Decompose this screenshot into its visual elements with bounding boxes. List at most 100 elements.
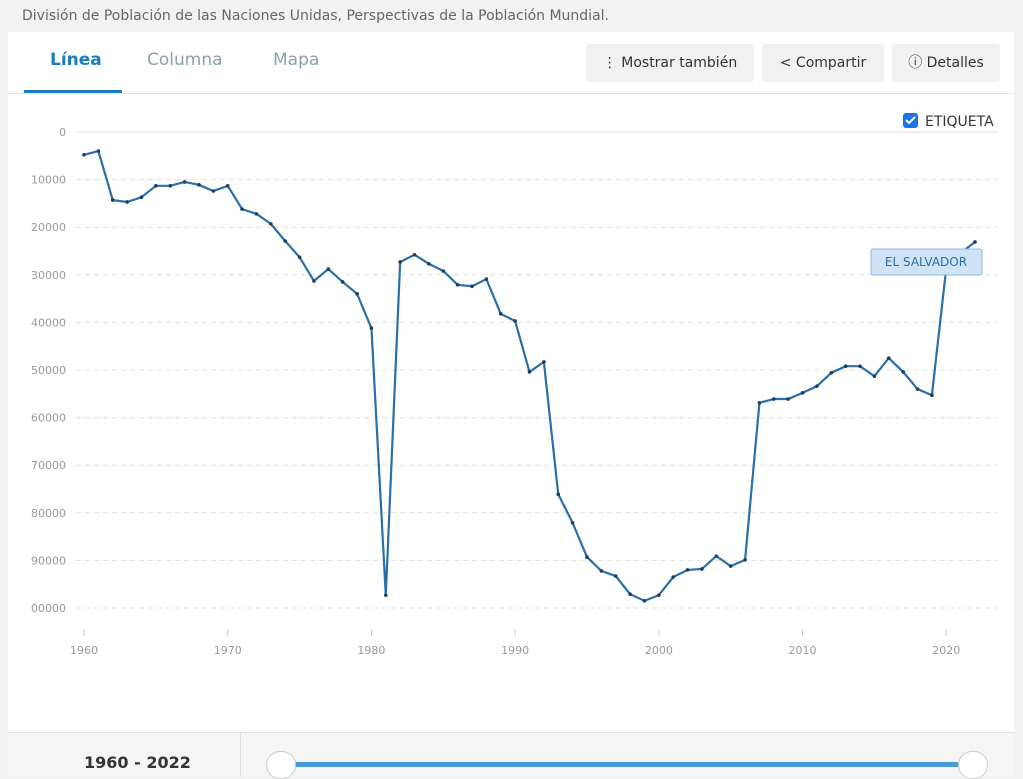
- data-point: [326, 267, 331, 271]
- button[interactable]: < Compartir: [762, 44, 884, 82]
- data-point: [685, 568, 690, 572]
- data-point: [973, 240, 977, 244]
- data-point: [585, 555, 589, 559]
- data-point: [297, 255, 302, 259]
- data-point: [470, 284, 474, 289]
- separator: [8, 93, 1014, 94]
- series-label: EL SALVADOR: [885, 255, 967, 269]
- data-point: [427, 262, 431, 266]
- data-point: [513, 319, 517, 323]
- data-point: [168, 183, 173, 188]
- x-tick-label: 1960: [70, 644, 98, 657]
- data-point: [412, 253, 417, 257]
- data-point: [886, 356, 891, 360]
- x-tick-label: 2000: [645, 644, 673, 657]
- data-point: [355, 292, 359, 296]
- data-point: [901, 370, 905, 374]
- data-point: [254, 212, 259, 216]
- data-point: [283, 239, 287, 243]
- data-point: [455, 282, 460, 287]
- data-point: [312, 279, 316, 283]
- y-tick-label: 10000: [31, 174, 66, 187]
- data-point: [556, 492, 561, 497]
- data-point: [642, 599, 647, 603]
- x-tick-label: 1970: [214, 644, 242, 657]
- data-point: [700, 567, 704, 571]
- y-tick-label: 50000: [31, 364, 66, 377]
- data-point: [743, 558, 747, 562]
- y-tick-label: 40000: [31, 316, 66, 329]
- data-point: [772, 397, 776, 401]
- y-tick-label: 20000: [31, 221, 66, 234]
- y-tick-label: 70000: [31, 459, 66, 472]
- data-point: [915, 387, 920, 391]
- range-bar: 1960 - 2022: [8, 732, 1014, 779]
- data-point: [613, 574, 618, 578]
- card: Línea Columna Mapa ⋮ Mostrar también < C…: [8, 32, 1014, 776]
- data-point: [269, 222, 273, 226]
- data-point: [369, 326, 374, 330]
- data-point: [211, 189, 216, 193]
- data-point: [657, 593, 661, 597]
- button-label: Detalles: [926, 55, 984, 71]
- data-point: [225, 183, 230, 188]
- data-point: [82, 153, 86, 157]
- tab[interactable]: Columna: [147, 50, 223, 70]
- tab[interactable]: Línea: [50, 50, 102, 70]
- checkmark: [905, 116, 916, 125]
- data-point: [829, 371, 834, 375]
- y-tick-label: 80000: [31, 507, 66, 520]
- data-point: [728, 564, 733, 568]
- data-point: [182, 180, 187, 184]
- button-label: Mostrar también: [621, 55, 738, 71]
- source-note: División de Población de las Naciones Un…: [22, 8, 609, 24]
- y-tick-label: 00000: [31, 602, 66, 615]
- button[interactable]: ⋮ Mostrar también: [586, 44, 754, 82]
- y-tick-label: 30000: [31, 269, 66, 282]
- data-point: [786, 397, 790, 401]
- data-point: [398, 260, 402, 264]
- data-point: [599, 569, 604, 573]
- button[interactable]: ⓘ Detalles: [892, 44, 1000, 82]
- data-point: [340, 280, 345, 284]
- data-point: [872, 374, 877, 378]
- y-tick-label: 90000: [31, 554, 66, 567]
- chart: ETIQUETA 0 10000 20000 30000 40000 50000 60000…: [31, 113, 997, 657]
- tab[interactable]: Mapa: [273, 50, 320, 70]
- data-point: [527, 370, 532, 374]
- data-point: [930, 393, 934, 398]
- y-tick-label: 0: [59, 126, 66, 139]
- data-point: [441, 269, 446, 273]
- data-point: [570, 520, 575, 525]
- checkbox-label: ETIQUETA: [925, 114, 994, 130]
- x-tick-label: 1990: [501, 644, 529, 657]
- series-label-box: [870, 248, 983, 276]
- x-tick-label: 2020: [932, 644, 960, 657]
- data-point: [240, 207, 244, 211]
- x-tick-label: 2010: [789, 644, 817, 657]
- divider: [240, 733, 241, 777]
- data-point: [125, 200, 129, 204]
- button-label: Compartir: [795, 55, 867, 71]
- data-point: [671, 575, 676, 579]
- data-point: [154, 183, 158, 188]
- data-point: [843, 364, 848, 368]
- slider-handle[interactable]: [958, 751, 988, 779]
- data-point: [110, 198, 115, 202]
- data-point: [498, 312, 503, 316]
- data-point: [542, 360, 546, 364]
- data-point: [628, 592, 632, 596]
- slider-handle[interactable]: [266, 751, 296, 779]
- data-point: [139, 195, 144, 200]
- data-point: [800, 391, 805, 395]
- data-point: [815, 384, 819, 388]
- y-tick-label: 60000: [31, 412, 66, 425]
- data-point: [484, 277, 489, 281]
- tab-underline: [24, 90, 122, 93]
- data-point: [858, 364, 862, 368]
- data-point: [383, 593, 388, 597]
- data-point: [757, 401, 762, 405]
- x-tick-label: 1980: [357, 644, 385, 657]
- range-label: 1960 - 2022: [84, 753, 191, 772]
